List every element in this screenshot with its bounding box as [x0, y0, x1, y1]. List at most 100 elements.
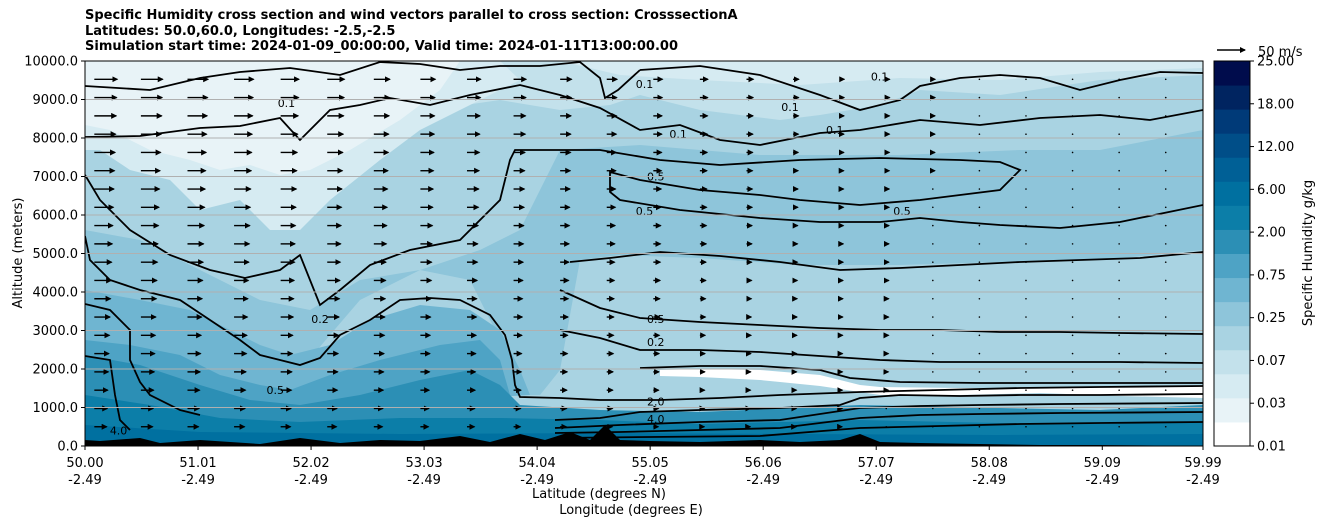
contour-label: 0.5 — [893, 205, 911, 218]
x-tick-label-lat: 58.08 — [971, 456, 1008, 471]
wind-vector — [1164, 279, 1167, 282]
fill-band-0.01 — [85, 61, 460, 175]
wind-vector — [1071, 133, 1074, 135]
wind-vector — [1025, 78, 1027, 81]
wind-vector — [1118, 151, 1120, 154]
wind-vector — [978, 316, 981, 318]
wind-vector — [978, 115, 981, 117]
x-tick-label-lon: -2.49 — [633, 473, 667, 488]
colorbar-segment — [1214, 133, 1250, 158]
wind-vector — [1118, 78, 1120, 81]
y-tick-label: 1000.0 — [33, 401, 79, 416]
colorbar-segment — [1214, 301, 1250, 327]
y-tick-label: 7000.0 — [33, 170, 79, 185]
wind-vector — [978, 352, 981, 355]
wind-vector — [932, 334, 934, 337]
y-tick-label: 3000.0 — [33, 324, 79, 339]
wind-vector — [1071, 371, 1074, 373]
y-axis-label: Altitude (meters) — [11, 198, 26, 309]
x-tick-label-lat: 55.05 — [632, 456, 669, 471]
wind-vector — [1164, 352, 1167, 355]
wind-vector — [1025, 133, 1027, 135]
wind-vector — [932, 243, 934, 245]
x-tick-label-lon: -2.49 — [520, 473, 554, 488]
contour-dense-1 — [554, 393, 1203, 421]
wind-vector — [1025, 297, 1027, 300]
x-tick-label-lon: -2.49 — [68, 473, 102, 488]
colorbar-tick-label: 25.00 — [1257, 55, 1294, 70]
wind-vector — [1025, 243, 1027, 245]
colorbar-segment — [1214, 61, 1250, 86]
contour-label: 0.1 — [278, 97, 296, 110]
colorbar-segment — [1214, 253, 1250, 279]
wind-vector — [1118, 188, 1120, 190]
wind-vector — [978, 297, 981, 300]
contour-dense-4 — [554, 421, 1203, 439]
wind-vector — [978, 224, 981, 227]
wind-vector — [1164, 96, 1167, 99]
wind-vector — [932, 297, 934, 300]
wind-vector — [932, 224, 934, 227]
contour-label: 0.2 — [311, 313, 329, 326]
wind-vector — [1118, 334, 1120, 337]
fill-band-0.25 — [85, 130, 1203, 420]
wind-vector — [1118, 115, 1120, 117]
wind-vector — [1164, 133, 1167, 135]
colorbar-segment — [1214, 205, 1250, 230]
fill-band-6.0 — [85, 425, 1203, 446]
wind-vector — [978, 279, 981, 282]
y-tick-label: 9000.0 — [33, 93, 79, 108]
wind-vector — [1164, 243, 1167, 245]
y-axis: 0.0 1000.0 2000.0 3000.0 4000.0 5000.0 6000.0 7… — [24, 55, 85, 455]
wind-vector — [978, 425, 981, 428]
wind-vector — [1071, 334, 1074, 337]
x-tick-label-lat: 57.07 — [858, 456, 895, 471]
title-line-1: Specific Humidity cross section and wind… — [85, 8, 738, 23]
y-tick-label: 5000.0 — [33, 247, 79, 262]
title-line-3: Simulation start time: 2024-01-09_00:00:… — [85, 39, 678, 54]
wind-vector — [1164, 316, 1167, 318]
x-tick-label-lat: 50.00 — [66, 456, 103, 471]
wind-vector — [1025, 316, 1027, 318]
wind-vector — [1118, 261, 1120, 263]
contour-label: 0.1 — [636, 78, 654, 91]
wind-vector — [1164, 425, 1167, 428]
x-tick-label-lon: -2.49 — [859, 473, 893, 488]
plot-area: 0.10.20.54.00.10.10.50.5 0.50.10.10.10.50… — [85, 61, 1203, 446]
wind-vector — [978, 407, 981, 410]
wind-vector — [932, 316, 934, 318]
contour-label: 0.2 — [647, 336, 665, 349]
wind-vector — [1025, 352, 1027, 355]
contour-0.2-mid — [559, 329, 1203, 364]
wind-vector — [1025, 115, 1027, 117]
wind-vector — [1164, 407, 1167, 410]
wind-vector — [978, 96, 981, 99]
wind-vector — [1118, 206, 1120, 209]
contour-0.2-left — [85, 149, 1203, 307]
x-tick-label-lat: 52.02 — [292, 456, 329, 471]
wind-vector — [1025, 389, 1027, 391]
colorbar-frame — [1213, 60, 1251, 447]
colorbar-tick-label: 0.07 — [1257, 354, 1286, 369]
x-tick-label-lat: 56.06 — [745, 456, 782, 471]
wind-vector — [1164, 261, 1167, 263]
y-tick-label: 4000.0 — [33, 286, 79, 301]
x-tick-label-lat: 53.03 — [405, 456, 442, 471]
x-tick-label-lat: 59.09 — [1084, 456, 1121, 471]
wind-vector — [1118, 133, 1120, 135]
y-tick-label: 10000.0 — [24, 55, 78, 70]
x-axis-label-lat: Latitude (degrees N) — [532, 487, 666, 502]
wind-vector — [1118, 243, 1120, 245]
contour-label: 0.5 — [647, 313, 665, 326]
chart-title: Specific Humidity cross section and wind… — [85, 8, 738, 55]
colorbar: 0.01 0.03 0.07 0.25 0.75 2.00 6.00 12.00 18.00 25… — [1213, 55, 1294, 455]
wind-vector — [1025, 279, 1027, 282]
wind-vector — [1071, 407, 1074, 410]
wind-vector — [1071, 297, 1074, 300]
wind-vector — [932, 188, 934, 190]
wind-vector — [1071, 389, 1074, 391]
wind-vector — [1071, 96, 1074, 99]
wind-vector — [1164, 115, 1167, 117]
quiver-key: 50 m/s — [1217, 45, 1303, 60]
wind-vector — [1118, 425, 1120, 428]
